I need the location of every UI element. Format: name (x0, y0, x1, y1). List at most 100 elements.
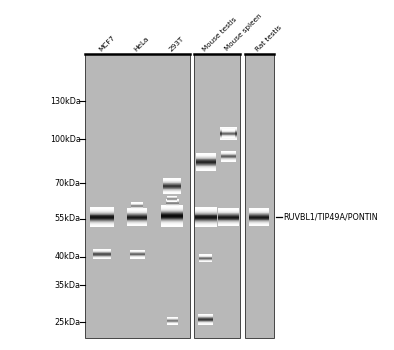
Bar (195, 160, 216, 161)
Bar (195, 164, 216, 165)
Text: Rat testis: Rat testis (255, 24, 283, 52)
Bar (198, 317, 214, 318)
Bar (163, 178, 181, 179)
Bar (220, 130, 237, 131)
Bar (198, 324, 214, 325)
Bar (220, 127, 237, 128)
Bar (220, 135, 237, 136)
Bar (127, 218, 147, 219)
Bar (93, 254, 111, 255)
Text: 35kDa: 35kDa (55, 281, 81, 290)
Bar (195, 209, 217, 210)
Bar (222, 132, 234, 133)
Bar (217, 209, 239, 210)
Bar (127, 221, 147, 222)
Bar (91, 223, 114, 224)
Bar (195, 168, 216, 169)
Bar (163, 182, 181, 183)
Bar (221, 160, 236, 161)
Bar (163, 187, 181, 188)
Bar (163, 180, 181, 181)
Bar (161, 207, 184, 208)
Bar (249, 220, 269, 221)
Bar (221, 161, 236, 162)
Bar (222, 137, 234, 138)
Bar (127, 215, 147, 216)
Bar (194, 54, 240, 338)
Bar (93, 253, 111, 254)
Bar (91, 211, 114, 212)
Bar (198, 315, 214, 316)
Bar (221, 153, 236, 154)
Bar (220, 128, 237, 129)
Bar (130, 252, 145, 253)
Bar (222, 135, 234, 136)
Bar (91, 213, 114, 214)
Bar (249, 218, 269, 219)
Bar (127, 225, 147, 226)
Bar (91, 219, 114, 220)
Bar (220, 128, 237, 129)
Bar (220, 132, 237, 133)
Bar (91, 217, 114, 218)
Bar (195, 170, 216, 171)
Bar (130, 251, 145, 252)
Bar (163, 185, 181, 186)
Bar (249, 215, 269, 216)
Bar (161, 215, 184, 216)
Bar (93, 250, 111, 251)
Bar (195, 219, 217, 220)
Bar (195, 215, 217, 216)
Bar (221, 160, 236, 161)
Bar (195, 220, 217, 221)
Text: Mouse spleen: Mouse spleen (224, 13, 264, 52)
Bar (217, 225, 239, 226)
Bar (195, 168, 216, 169)
Bar (221, 158, 236, 159)
Bar (93, 253, 111, 254)
Bar (127, 224, 147, 225)
Bar (161, 220, 184, 221)
Bar (222, 137, 234, 138)
Bar (198, 323, 214, 324)
Bar (91, 209, 114, 210)
Bar (195, 209, 217, 210)
Bar (161, 217, 184, 218)
Bar (93, 256, 111, 257)
Bar (221, 154, 236, 155)
Bar (163, 178, 181, 179)
Bar (220, 137, 237, 138)
Text: Mouse testis: Mouse testis (201, 16, 238, 52)
Bar (161, 218, 184, 219)
Bar (221, 151, 236, 152)
Bar (198, 319, 214, 320)
Bar (217, 218, 239, 219)
Bar (220, 129, 237, 130)
Bar (217, 216, 239, 217)
Bar (195, 154, 216, 155)
Bar (217, 223, 239, 224)
Bar (217, 225, 239, 226)
Bar (163, 181, 181, 182)
Bar (161, 221, 184, 222)
Bar (93, 258, 111, 259)
Bar (222, 136, 234, 137)
Bar (222, 133, 234, 134)
Bar (249, 211, 269, 212)
Bar (221, 155, 236, 156)
Bar (249, 211, 269, 212)
Bar (195, 219, 217, 220)
Bar (221, 159, 236, 160)
Bar (161, 215, 184, 216)
Bar (161, 222, 184, 223)
Bar (217, 208, 239, 209)
Bar (221, 157, 236, 158)
Bar (195, 159, 216, 160)
Bar (249, 214, 269, 215)
Bar (161, 206, 184, 207)
Bar (249, 225, 269, 226)
Bar (195, 211, 217, 212)
Text: 70kDa: 70kDa (55, 179, 81, 188)
Bar (198, 316, 214, 317)
Bar (249, 216, 269, 217)
